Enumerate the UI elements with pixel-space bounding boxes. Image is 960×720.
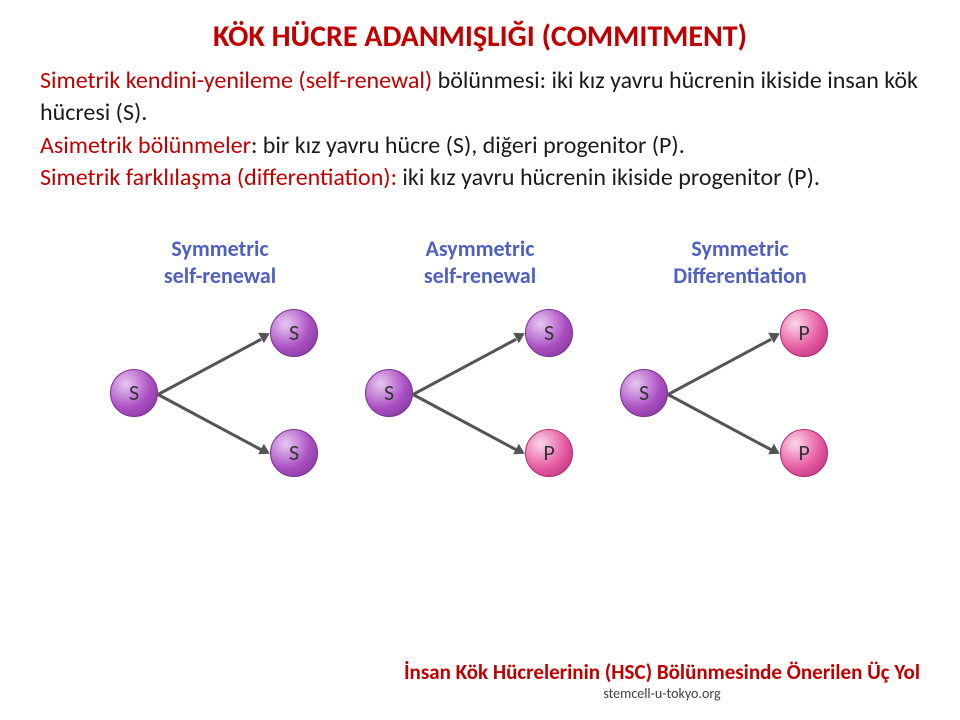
arrow-line <box>157 337 262 395</box>
diagram-panel: S P P <box>610 289 860 489</box>
slide-title: KÖK HÜCRE ADANMIŞLIĞI (COMMITMENT) <box>40 18 920 55</box>
caption-block: İnsan Kök Hücrelerinin (HSC) Bölünmesind… <box>404 659 920 702</box>
arrow-line <box>157 393 262 451</box>
diagram-panel-label: Symmetricself-renewal <box>120 235 320 289</box>
cell-p: P <box>525 429 573 477</box>
body-accent-phrase: Asimetrik bölünmeler <box>40 131 251 160</box>
diagram-panel: S S S <box>100 289 350 489</box>
body-accent-phrase: Simetrik farklılaşma (differentiation): <box>40 163 397 192</box>
diagram-labels-row: Symmetricself-renewal Asymmetricself-rene… <box>40 235 920 289</box>
cell-p: P <box>780 429 828 477</box>
caption-main: İnsan Kök Hücrelerinin (HSC) Bölünmesind… <box>404 659 920 685</box>
arrow-line <box>667 337 772 395</box>
cell-s: S <box>365 369 413 417</box>
cell-s: S <box>270 429 318 477</box>
diagram-panel-label: Asymmetricself-renewal <box>380 235 580 289</box>
body-text: Simetrik kendini-yenileme (self-renewal)… <box>40 65 920 195</box>
body-rest-phrase: : bir kız yavru hücre (S), diğeri progen… <box>251 131 685 160</box>
body-rest-phrase: iki kız yavru hücrenin ikiside progenito… <box>397 163 820 192</box>
cell-s: S <box>525 309 573 357</box>
caption-source: stemcell-u-tokyo.org <box>404 685 920 702</box>
diagram-area: SSSSSPSPP <box>40 289 920 489</box>
cell-p: P <box>780 309 828 357</box>
cell-s: S <box>620 369 668 417</box>
arrow-line <box>412 393 517 451</box>
diagram-panel-label: SymmetricDifferentiation <box>640 235 840 289</box>
cell-s: S <box>110 369 158 417</box>
arrow-line <box>412 337 517 395</box>
arrow-line <box>667 393 772 451</box>
cell-s: S <box>270 309 318 357</box>
body-accent-phrase: Simetrik kendini-yenileme (self-renewal) <box>40 66 438 95</box>
diagram-panel: S S P <box>355 289 605 489</box>
